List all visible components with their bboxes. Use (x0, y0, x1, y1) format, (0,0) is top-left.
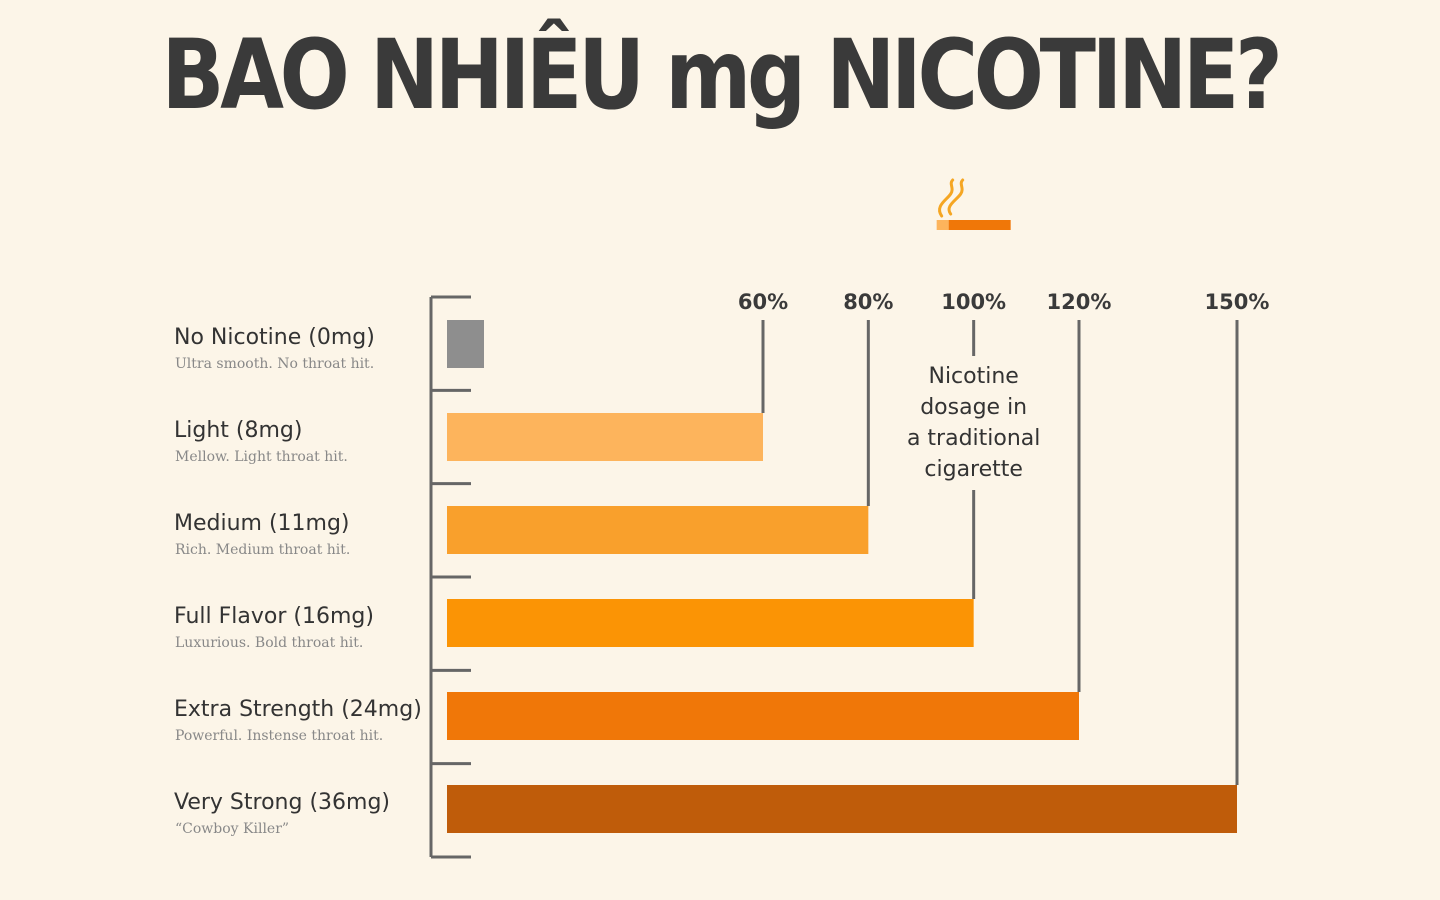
tick-label: 120% (1047, 290, 1112, 314)
annotation-text: a traditional (907, 426, 1040, 451)
annotation-text: Nicotine (928, 364, 1018, 389)
bar (447, 599, 974, 647)
category-description: Mellow. Light throat hit. (175, 449, 348, 465)
cigarette-icon (936, 220, 949, 230)
category-label: No Nicotine (0mg) (174, 325, 375, 350)
category-description: “Cowboy Killer” (175, 821, 289, 837)
tick-label: 60% (738, 290, 788, 314)
category-label: Very Strong (36mg) (174, 790, 390, 815)
category-description: Ultra smooth. No throat hit. (175, 356, 374, 372)
bar (447, 413, 763, 461)
bar (447, 506, 869, 554)
tick-label: 80% (843, 290, 893, 314)
smoke-icon (938, 178, 955, 218)
page-title: BAO NHIÊU mg NICOTINE? (161, 19, 1282, 131)
category-label: Extra Strength (24mg) (174, 697, 422, 722)
category-description: Rich. Medium throat hit. (175, 542, 350, 558)
bar (447, 692, 1079, 740)
tick-label: 150% (1205, 290, 1270, 314)
cigarette-icon (948, 220, 1011, 230)
smoke-icon (947, 178, 965, 216)
bar (447, 320, 484, 368)
category-label: Medium (11mg) (174, 511, 350, 536)
category-label: Full Flavor (16mg) (174, 604, 374, 629)
bar (447, 785, 1237, 833)
category-label: Light (8mg) (174, 418, 302, 443)
category-description: Powerful. Instense throat hit. (175, 728, 383, 744)
annotation-text: dosage in (920, 395, 1027, 420)
tick-label: 100% (941, 290, 1006, 314)
annotation-text: cigarette (924, 457, 1023, 482)
category-description: Luxurious. Bold throat hit. (175, 635, 363, 651)
